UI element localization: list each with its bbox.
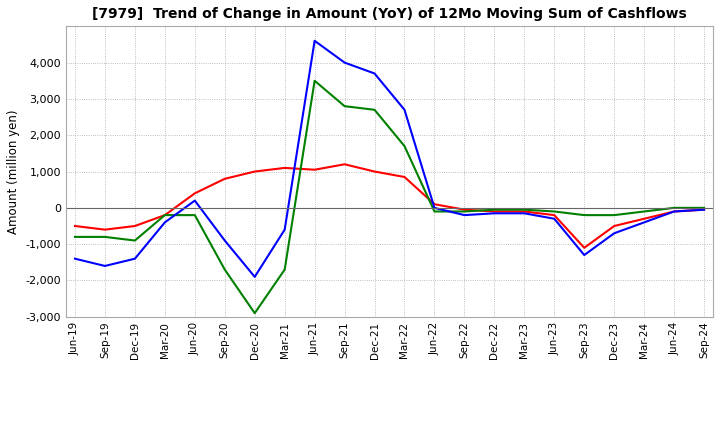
Operating Cashflow [280,165,289,171]
Investing Cashflow [640,209,649,214]
Investing Cashflow [220,267,229,272]
Free Cashflow [490,211,499,216]
Operating Cashflow [430,202,438,207]
Free Cashflow [580,253,588,258]
Free Cashflow [460,213,469,218]
Investing Cashflow [400,143,409,149]
Operating Cashflow [610,224,618,229]
Free Cashflow [370,71,379,76]
Operating Cashflow [191,191,199,196]
Operating Cashflow [520,209,528,214]
Investing Cashflow [610,213,618,218]
Free Cashflow [400,107,409,113]
Operating Cashflow [71,224,79,229]
Operating Cashflow [670,209,678,214]
Investing Cashflow [370,107,379,113]
Free Cashflow [341,60,349,65]
Investing Cashflow [550,209,559,214]
Line: Operating Cashflow: Operating Cashflow [75,164,704,248]
Free Cashflow [130,256,139,261]
Investing Cashflow [280,267,289,272]
Investing Cashflow [580,213,588,218]
Operating Cashflow [580,245,588,250]
Investing Cashflow [130,238,139,243]
Free Cashflow [71,256,79,261]
Free Cashflow [430,205,438,210]
Investing Cashflow [700,205,708,210]
Free Cashflow [610,231,618,236]
Line: Investing Cashflow: Investing Cashflow [75,81,704,313]
Operating Cashflow [460,207,469,213]
Operating Cashflow [370,169,379,174]
Operating Cashflow [490,209,499,214]
Investing Cashflow [161,213,169,218]
Operating Cashflow [550,213,559,218]
Investing Cashflow [251,311,259,316]
Investing Cashflow [341,103,349,109]
Operating Cashflow [251,169,259,174]
Investing Cashflow [460,209,469,214]
Operating Cashflow [310,167,319,172]
Free Cashflow [191,198,199,203]
Free Cashflow [670,209,678,214]
Free Cashflow [640,220,649,225]
Free Cashflow [101,263,109,268]
Investing Cashflow [71,234,79,239]
Free Cashflow [251,274,259,279]
Title: [7979]  Trend of Change in Amount (YoY) of 12Mo Moving Sum of Cashflows: [7979] Trend of Change in Amount (YoY) o… [92,7,687,21]
Operating Cashflow [130,224,139,229]
Free Cashflow [520,211,528,216]
Y-axis label: Amount (million yen): Amount (million yen) [7,109,20,234]
Free Cashflow [161,220,169,225]
Operating Cashflow [640,216,649,221]
Operating Cashflow [161,213,169,218]
Investing Cashflow [670,205,678,210]
Operating Cashflow [400,174,409,180]
Free Cashflow [700,207,708,213]
Investing Cashflow [191,213,199,218]
Free Cashflow [220,238,229,243]
Free Cashflow [280,227,289,232]
Investing Cashflow [520,207,528,213]
Operating Cashflow [220,176,229,181]
Free Cashflow [310,38,319,44]
Operating Cashflow [700,207,708,213]
Investing Cashflow [310,78,319,84]
Operating Cashflow [101,227,109,232]
Investing Cashflow [101,234,109,239]
Free Cashflow [550,216,559,221]
Operating Cashflow [341,161,349,167]
Investing Cashflow [490,207,499,213]
Line: Free Cashflow: Free Cashflow [75,41,704,277]
Investing Cashflow [430,209,438,214]
